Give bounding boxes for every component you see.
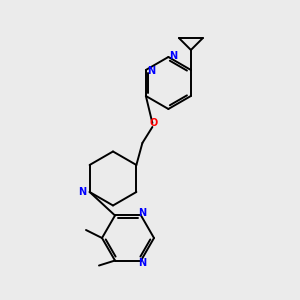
- Text: N: N: [138, 208, 146, 218]
- Text: N: N: [138, 257, 146, 268]
- Text: O: O: [149, 118, 158, 128]
- Text: N: N: [147, 66, 155, 76]
- Text: N: N: [169, 51, 177, 61]
- Text: N: N: [79, 187, 87, 197]
